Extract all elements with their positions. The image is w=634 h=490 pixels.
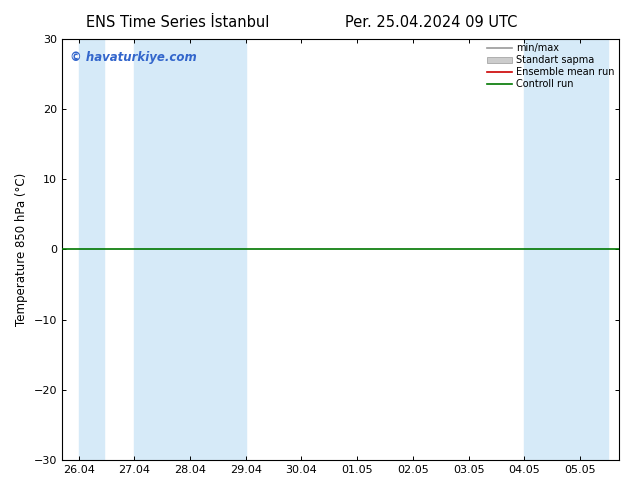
Text: © havaturkiye.com: © havaturkiye.com (70, 51, 197, 64)
Bar (79, 39, 104, 460)
Y-axis label: Temperature 850 hPa (°C): Temperature 850 hPa (°C) (15, 173, 28, 326)
Text: Per. 25.04.2024 09 UTC: Per. 25.04.2024 09 UTC (345, 15, 517, 30)
Bar (524, 39, 552, 460)
Legend: min/max, Standart sapma, Ensemble mean run, Controll run: min/max, Standart sapma, Ensemble mean r… (486, 42, 616, 91)
Bar (552, 39, 608, 460)
Text: ENS Time Series İstanbul: ENS Time Series İstanbul (86, 15, 269, 30)
Bar (134, 39, 246, 460)
